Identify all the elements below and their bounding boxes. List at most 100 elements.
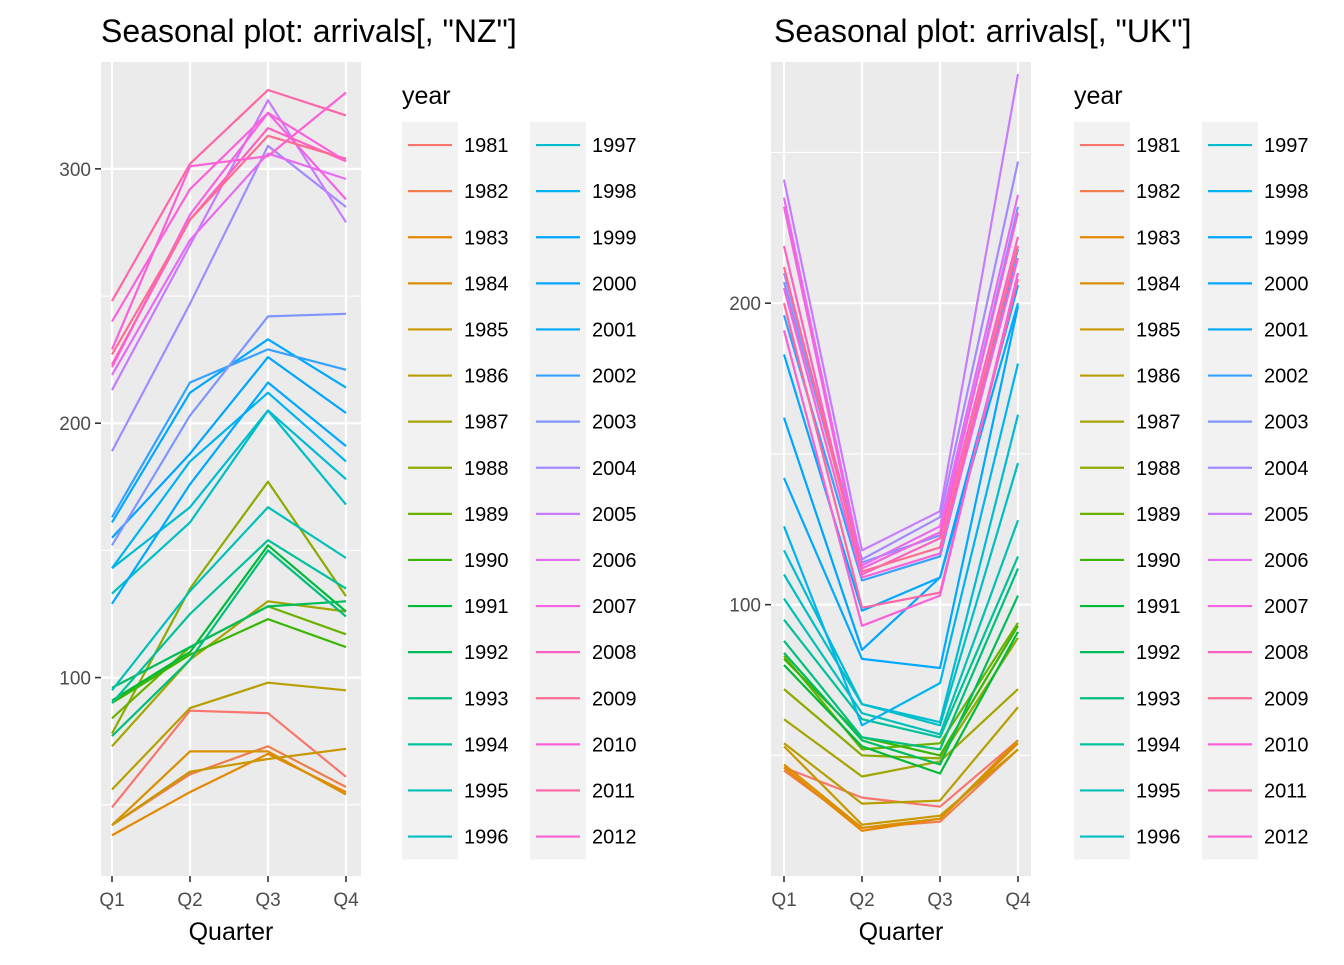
series-line-1985 <box>783 745 1019 826</box>
legend-label-1986: 1986 <box>1136 366 1181 388</box>
x-axis-label: Quarter <box>859 918 944 946</box>
chart-body: Seasonal plot: arrivals[, "UK"] 100 200 Q1 Q… <box>729 13 1308 946</box>
legend-label-1989: 1989 <box>464 504 509 526</box>
legend-label-1990: 1990 <box>464 550 509 572</box>
legend-label-2008: 2008 <box>1264 642 1309 664</box>
legend-label-2012: 2012 <box>1264 827 1309 849</box>
series-line-2007 <box>782 206 1020 570</box>
legend-label-1989: 1989 <box>1136 504 1181 526</box>
chart-title: Seasonal plot: arrivals[, "UK"] <box>774 13 1192 49</box>
legend-label-1999: 1999 <box>592 227 637 249</box>
legend-label-2005: 2005 <box>592 504 637 526</box>
legend-label-1995: 1995 <box>1136 780 1181 802</box>
chart-title: Seasonal plot: arrivals[, "NZ"] <box>101 13 517 49</box>
legend-label-2000: 2000 <box>592 273 637 295</box>
legend-label-1996: 1996 <box>464 827 509 849</box>
legend-label-2007: 2007 <box>592 596 637 618</box>
x-tick-label: Q4 <box>1005 890 1031 911</box>
x-tick-label: Q1 <box>771 890 796 911</box>
legend-label-1994: 1994 <box>464 734 509 756</box>
legend-label-1994: 1994 <box>1136 734 1181 756</box>
y-tick-label: 200 <box>729 294 761 315</box>
legend-label-2011: 2011 <box>592 780 635 802</box>
series-line-1985 <box>111 747 347 827</box>
legend-label-1987: 1987 <box>464 412 509 434</box>
series-line-1995 <box>111 506 347 691</box>
series-line-2003 <box>111 312 347 546</box>
series-line-1999 <box>111 381 347 605</box>
legend-label-2012: 2012 <box>592 827 637 849</box>
legend-label-1992: 1992 <box>1136 642 1181 664</box>
legend-label-1995: 1995 <box>464 780 509 802</box>
series-line-1991 <box>111 544 347 702</box>
legend-label-2005: 2005 <box>1264 504 1309 526</box>
x-tick-label: Q2 <box>177 890 202 911</box>
seasonal-chart-uk: Seasonal plot: arrivals[, "UK"] 100 200 Q1 Q… <box>729 13 1308 946</box>
legend-label-1990: 1990 <box>1136 550 1181 572</box>
x-axis-label: Quarter <box>189 918 274 946</box>
series-line-2012 <box>782 272 1020 627</box>
legend-label-1988: 1988 <box>1136 458 1181 480</box>
series-line-1987 <box>783 688 1019 778</box>
legend-label-1996: 1996 <box>1136 827 1181 849</box>
legend-label-1981: 1981 <box>1136 135 1181 157</box>
series-line-1994 <box>111 539 347 704</box>
legend-label-1997: 1997 <box>592 135 637 157</box>
legend-label-1982: 1982 <box>464 181 509 203</box>
series-line-1981 <box>111 709 347 808</box>
series-line-1988 <box>111 480 347 735</box>
legend-key-bg <box>530 122 586 860</box>
legend-label-2009: 2009 <box>592 688 637 710</box>
series-line-1993 <box>111 549 347 737</box>
x-tick-label: Q4 <box>333 890 359 911</box>
legend-label-2002: 2002 <box>1264 366 1309 388</box>
legend-key-bg <box>1202 122 1258 860</box>
series-line-1990 <box>111 617 347 704</box>
series-line-2010 <box>782 257 1020 579</box>
legend-label-1987: 1987 <box>1136 412 1181 434</box>
series-line-2006 <box>782 194 1020 567</box>
series-line-1984 <box>111 750 347 826</box>
legend-label-2004: 2004 <box>1264 458 1309 480</box>
legend-label-2009: 2009 <box>1264 688 1309 710</box>
legend-label-2011: 2011 <box>1264 780 1307 802</box>
series-line-2011 <box>111 88 347 302</box>
legend-label-2002: 2002 <box>592 366 637 388</box>
y-tick-label: 200 <box>59 414 91 435</box>
legend-label-2003: 2003 <box>592 412 637 434</box>
series-line-1998 <box>782 363 1020 727</box>
legend-label-1982: 1982 <box>1136 181 1181 203</box>
legend-title: year <box>1074 82 1123 110</box>
series-line-1995 <box>783 519 1020 736</box>
legend-label-1992: 1992 <box>464 642 509 664</box>
legend-label-1985: 1985 <box>1136 319 1181 341</box>
legend-label-1984: 1984 <box>464 273 509 295</box>
legend-label-1998: 1998 <box>1264 181 1309 203</box>
series-line-2008 <box>111 127 347 366</box>
legend-label-1985: 1985 <box>464 319 509 341</box>
series-line-1984 <box>783 739 1019 829</box>
seasonal-chart-nz: Seasonal plot: arrivals[, "NZ"] 100 200 300… <box>59 13 637 946</box>
series-line-1996 <box>111 409 347 595</box>
legend-label-2008: 2008 <box>592 642 637 664</box>
series-line-1997 <box>111 409 347 570</box>
series-line-1993 <box>783 568 1020 751</box>
legend-label-2007: 2007 <box>1264 596 1309 618</box>
legend-label-2006: 2006 <box>592 550 637 572</box>
legend-label-1998: 1998 <box>592 181 637 203</box>
series-line-1992 <box>783 595 1019 766</box>
series-line-2004 <box>111 144 347 452</box>
series-line-1986 <box>783 706 1019 805</box>
legend-title: year <box>402 82 451 110</box>
series-line-2009 <box>782 245 1020 573</box>
series-line-1992 <box>111 600 347 689</box>
series-line-1996 <box>783 462 1020 727</box>
legend-label-2010: 2010 <box>592 734 637 756</box>
series-line-2005 <box>782 73 1020 552</box>
legend-label-1993: 1993 <box>1136 688 1181 710</box>
legend-label-2004: 2004 <box>592 458 637 480</box>
series-line-1988 <box>783 637 1019 760</box>
legend-label-1997: 1997 <box>1264 135 1309 157</box>
legend-label-2000: 2000 <box>1264 273 1309 295</box>
legend-label-1993: 1993 <box>464 688 509 710</box>
